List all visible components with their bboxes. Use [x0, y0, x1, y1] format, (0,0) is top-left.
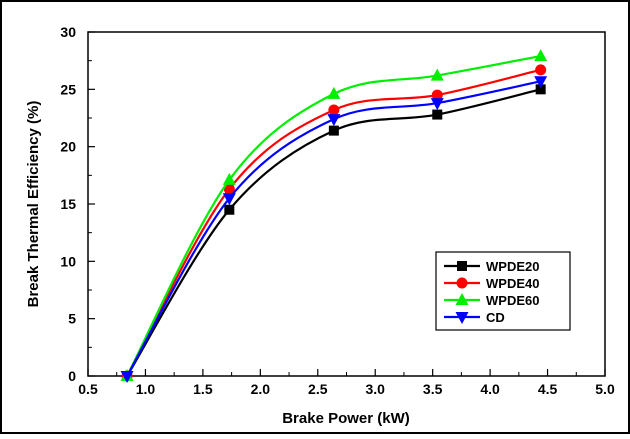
series-line-cd	[126, 80, 541, 377]
data-point-wpde40	[223, 183, 235, 195]
data-point-wpde20	[432, 109, 443, 120]
data-point-cd	[222, 193, 236, 206]
legend-label-cd: CD	[486, 310, 505, 325]
legend-label-wpde60: WPDE60	[486, 293, 539, 308]
data-point-wpde60	[534, 49, 548, 62]
legend: WPDE20 WPDE40 WPDE60 CD	[435, 251, 571, 331]
x-tick-label: 1.5	[193, 381, 213, 397]
data-point-wpde40	[535, 64, 547, 76]
data-point-wpde40	[431, 89, 443, 101]
data-point-wpde60	[327, 86, 341, 99]
series-line-wpde40	[126, 68, 541, 377]
legend-label-wpde40: WPDE40	[486, 276, 539, 291]
series-lines	[120, 49, 548, 383]
x-tick-label: 3.5	[423, 381, 443, 397]
legend-marker-wpde20	[457, 261, 467, 271]
series-line-wpde60	[126, 54, 541, 377]
x-tick-label: 2.5	[308, 381, 328, 397]
y-tick-label: 0	[68, 368, 76, 384]
x-tick-label: 4.0	[480, 381, 500, 397]
axis-ticks: 0.5 1.0 1.5 2.0 2.5 3.0 3.5 4.0 4.5 5.0 0 5 10 15 20 25…	[60, 24, 615, 397]
x-tick-label: 2.0	[251, 381, 271, 397]
y-tick-label: 25	[60, 81, 76, 97]
x-tick-label: 5.0	[595, 381, 615, 397]
x-tick-label: 4.5	[538, 381, 558, 397]
data-point-wpde20	[328, 125, 339, 136]
data-point-cd	[430, 98, 444, 111]
y-tick-label: 20	[60, 139, 76, 155]
series-line-wpde20	[126, 88, 541, 377]
data-point-wpde60	[222, 172, 236, 185]
x-tick-label: 0.5	[78, 381, 98, 397]
x-axis-label: Brake Power (kW)	[282, 410, 410, 427]
data-point-wpde20	[224, 204, 235, 215]
data-point-cd	[120, 371, 134, 383]
y-tick-label: 15	[60, 196, 76, 212]
data-point-cd	[327, 114, 341, 127]
y-tick-label: 5	[68, 311, 76, 327]
y-axis-label: Break Thermal Efficiency (%)	[25, 101, 42, 308]
data-point-wpde40	[328, 104, 340, 116]
data-point-wpde20	[535, 84, 546, 95]
legend-marker-wpde60	[455, 293, 469, 305]
legend-marker-cd	[455, 312, 469, 324]
y-tick-label: 30	[60, 24, 76, 40]
x-tick-label: 3.0	[365, 381, 385, 397]
data-point-cd	[534, 76, 548, 89]
data-point-wpde60	[430, 68, 444, 81]
legend-label-wpde20: WPDE20	[486, 259, 539, 274]
y-tick-label: 10	[60, 253, 76, 269]
x-tick-label: 1.0	[136, 381, 156, 397]
legend-marker-wpde40	[456, 277, 468, 289]
